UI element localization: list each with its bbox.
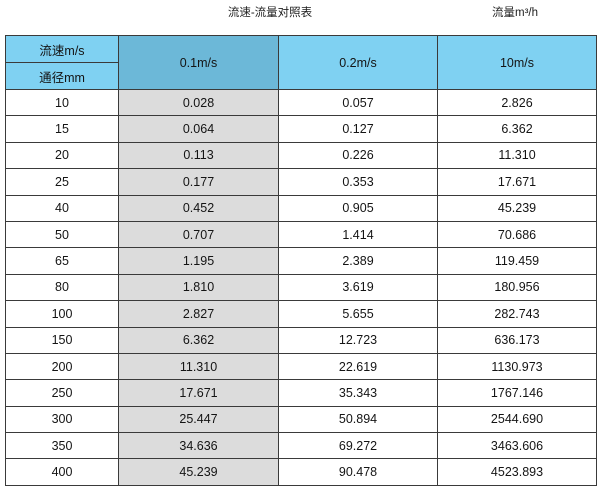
cell-nominal-diameter: 25 xyxy=(5,168,119,196)
cell-flow-0.1: 0.177 xyxy=(118,168,279,196)
header-col-2: 10m/s xyxy=(437,35,597,90)
cell-flow-10: 4523.893 xyxy=(437,458,597,486)
cell-flow-0.1: 0.064 xyxy=(118,115,279,143)
cell-flow-10: 636.173 xyxy=(437,326,597,354)
cell-flow-0.1: 2.827 xyxy=(118,300,279,328)
cell-flow-10: 45.239 xyxy=(437,194,597,222)
caption-bar: 流速-流量对照表 流量m³/h xyxy=(0,0,600,33)
cell-flow-0.2: 22.619 xyxy=(278,352,438,381)
cell-flow-0.2: 69.272 xyxy=(278,432,438,460)
header-row-bottom: 通径mm xyxy=(5,62,597,90)
cell-flow-10: 11.310 xyxy=(437,141,597,170)
cell-nominal-diameter: 400 xyxy=(5,458,119,486)
cell-flow-0.2: 3.619 xyxy=(278,273,438,302)
table-row: 50 0.707 1.414 70.686 xyxy=(5,220,597,249)
table-row: 350 34.636 69.272 3463.606 xyxy=(5,432,597,460)
table-row: 400 45.239 90.478 4523.893 xyxy=(5,458,597,486)
cell-flow-0.1: 34.636 xyxy=(118,432,279,460)
cell-nominal-diameter: 350 xyxy=(5,432,119,460)
header-stub-diameter: 通径mm xyxy=(5,62,119,90)
header-stub-velocity: 流速m/s xyxy=(5,35,119,63)
header-row-top: 流速m/s 0.1m/s 0.2m/s 10m/s xyxy=(5,35,597,90)
cell-nominal-diameter: 15 xyxy=(5,115,119,143)
table-row: 65 1.195 2.389 119.459 xyxy=(5,247,597,275)
table-row: 250 17.671 35.343 1767.146 xyxy=(5,379,597,407)
cell-flow-0.2: 35.343 xyxy=(278,379,438,407)
cell-flow-0.1: 17.671 xyxy=(118,379,279,407)
cell-flow-0.1: 6.362 xyxy=(118,326,279,354)
cell-flow-0.1: 1.810 xyxy=(118,273,279,302)
cell-flow-0.1: 1.195 xyxy=(118,247,279,275)
cell-flow-0.1: 0.452 xyxy=(118,194,279,222)
cell-nominal-diameter: 40 xyxy=(5,194,119,222)
table-row: 80 1.810 3.619 180.956 xyxy=(5,273,597,302)
table-row: 200 11.310 22.619 1130.973 xyxy=(5,352,597,381)
cell-flow-10: 1130.973 xyxy=(437,352,597,381)
cell-flow-0.1: 0.113 xyxy=(118,141,279,170)
cell-flow-10: 180.956 xyxy=(437,273,597,302)
table-row: 40 0.452 0.905 45.239 xyxy=(5,194,597,222)
cell-nominal-diameter: 200 xyxy=(5,352,119,381)
cell-flow-0.2: 2.389 xyxy=(278,247,438,275)
page-title: 流速-流量对照表 xyxy=(227,7,313,19)
cell-nominal-diameter: 150 xyxy=(5,326,119,354)
table-row: 15 0.064 0.127 6.362 xyxy=(5,115,597,143)
table-row: 300 25.447 50.894 2544.690 xyxy=(5,405,597,434)
cell-flow-10: 6.362 xyxy=(437,115,597,143)
table-row: 150 6.362 12.723 636.173 xyxy=(5,326,597,354)
cell-flow-0.2: 0.226 xyxy=(278,141,438,170)
table-header: 流速m/s 0.1m/s 0.2m/s 10m/s 通径mm xyxy=(5,35,597,90)
cell-flow-10: 2.826 xyxy=(437,88,597,117)
cell-nominal-diameter: 65 xyxy=(5,247,119,275)
cell-flow-0.2: 0.905 xyxy=(278,194,438,222)
cell-nominal-diameter: 20 xyxy=(5,141,119,170)
table-row: 25 0.177 0.353 17.671 xyxy=(5,168,597,196)
cell-nominal-diameter: 50 xyxy=(5,220,119,249)
cell-flow-10: 119.459 xyxy=(437,247,597,275)
cell-nominal-diameter: 80 xyxy=(5,273,119,302)
flow-velocity-table-wrapper: 流速m/s 0.1m/s 0.2m/s 10m/s 通径mm 10 0.028 0.… xyxy=(5,35,597,486)
flow-unit-label: 流量m³/h xyxy=(492,7,538,19)
cell-flow-0.1: 11.310 xyxy=(118,352,279,381)
cell-flow-0.2: 12.723 xyxy=(278,326,438,354)
header-col-1: 0.2m/s xyxy=(278,35,438,90)
table-body: 10 0.028 0.057 2.826 15 0.064 0.127 6.362 20 0.11… xyxy=(5,88,597,486)
cell-flow-10: 70.686 xyxy=(437,220,597,249)
cell-flow-0.2: 5.655 xyxy=(278,300,438,328)
cell-flow-10: 2544.690 xyxy=(437,405,597,434)
cell-flow-0.2: 0.127 xyxy=(278,115,438,143)
cell-flow-0.2: 1.414 xyxy=(278,220,438,249)
cell-flow-10: 17.671 xyxy=(437,168,597,196)
cell-flow-0.2: 90.478 xyxy=(278,458,438,486)
cell-flow-10: 1767.146 xyxy=(437,379,597,407)
cell-flow-0.2: 0.057 xyxy=(278,88,438,117)
table-row: 20 0.113 0.226 11.310 xyxy=(5,141,597,170)
cell-nominal-diameter: 10 xyxy=(5,88,119,117)
cell-nominal-diameter: 100 xyxy=(5,300,119,328)
cell-flow-10: 3463.606 xyxy=(437,432,597,460)
cell-flow-10: 282.743 xyxy=(437,300,597,328)
header-col-0: 0.1m/s xyxy=(118,35,279,90)
cell-flow-0.1: 0.028 xyxy=(118,88,279,117)
cell-flow-0.1: 45.239 xyxy=(118,458,279,486)
table-row: 100 2.827 5.655 282.743 xyxy=(5,300,597,328)
cell-flow-0.2: 50.894 xyxy=(278,405,438,434)
cell-flow-0.1: 0.707 xyxy=(118,220,279,249)
cell-nominal-diameter: 300 xyxy=(5,405,119,434)
cell-flow-0.1: 25.447 xyxy=(118,405,279,434)
cell-flow-0.2: 0.353 xyxy=(278,168,438,196)
cell-nominal-diameter: 250 xyxy=(5,379,119,407)
flow-velocity-table: 流速m/s 0.1m/s 0.2m/s 10m/s 通径mm 10 0.028 0.… xyxy=(5,35,597,486)
table-row: 10 0.028 0.057 2.826 xyxy=(5,88,597,117)
